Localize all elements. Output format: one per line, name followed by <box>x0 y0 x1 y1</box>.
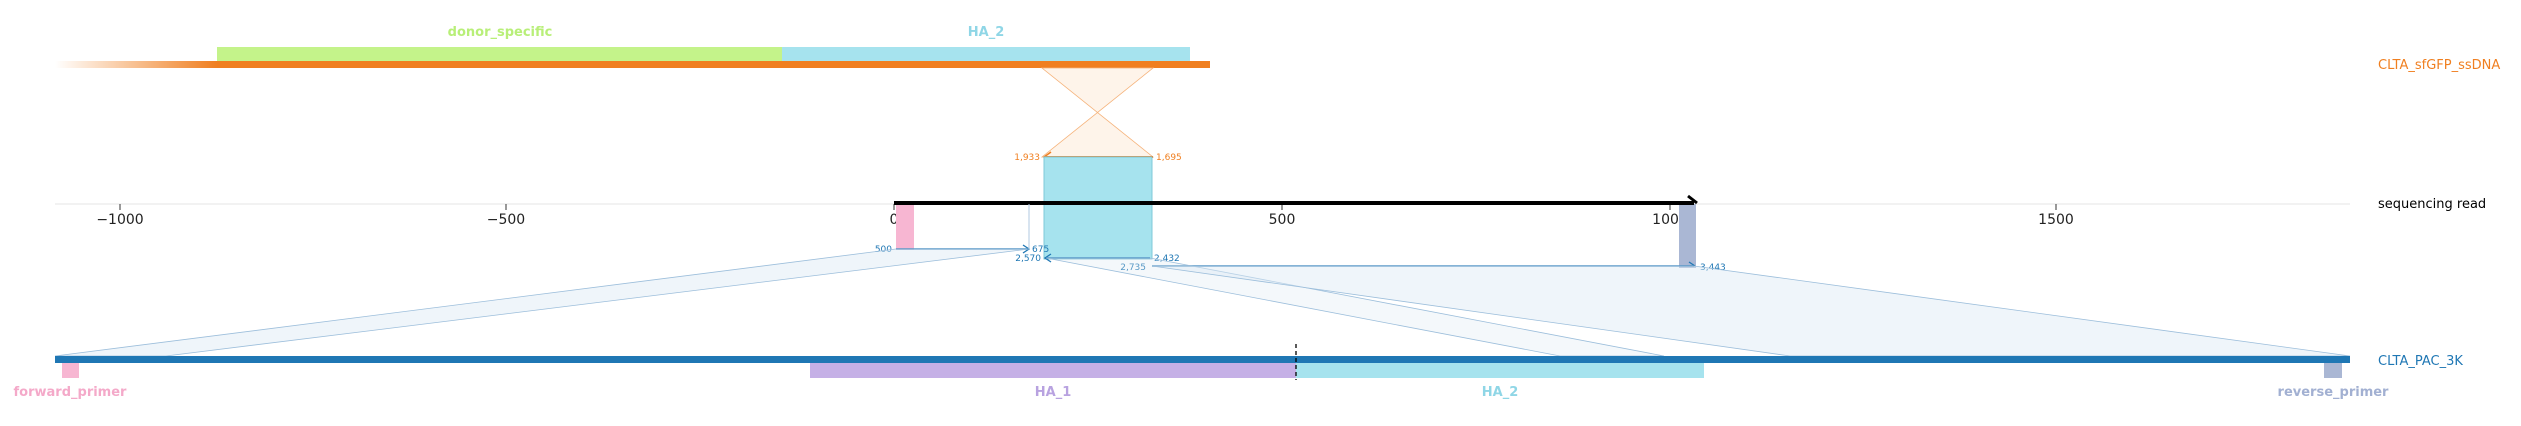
projection-a <box>54 248 1030 357</box>
bottom-coord-a2: 675 <box>1032 245 1049 255</box>
bottom-reference-bar <box>55 356 2350 363</box>
reverse-primer-feature <box>2324 363 2342 378</box>
bottom-ha2-label: HA_2 <box>1482 385 1519 400</box>
top-reference-fade <box>55 61 217 68</box>
top-reference-name: CLTA_sfGFP_ssDNA <box>2378 58 2500 73</box>
axis-tick-label: 1000 <box>1652 212 1688 228</box>
bottom-coord-a1: 500 <box>875 245 892 255</box>
axis-tick-label: 1500 <box>2038 212 2074 228</box>
bottom-ha2-feature <box>1296 363 1704 378</box>
bottom-coord-b2: 2,432 <box>1154 254 1180 264</box>
ha1-feature <box>810 363 1296 378</box>
axis-tick-label: −1000 <box>96 212 143 228</box>
forward-primer-label: forward_primer <box>14 385 128 400</box>
bottom-segment-b-arrowhead <box>1043 253 1052 263</box>
bottom-coord-b1: 2,570 <box>1015 254 1041 264</box>
top-ha2-feature <box>782 47 1190 61</box>
axis-tick-label: −500 <box>487 212 525 228</box>
axis-tick-label: 500 <box>1269 212 1296 228</box>
top-coord-right: 1,695 <box>1156 153 1182 163</box>
read-arrowhead <box>1687 194 1698 205</box>
donor-specific-feature <box>217 47 782 61</box>
forward-primer-feature <box>62 363 79 378</box>
ha1-label: HA_1 <box>1035 385 1072 400</box>
read-ha2-match <box>1043 156 1153 260</box>
read-forward-primer-block <box>896 204 914 250</box>
donor-specific-label: donor_specific <box>448 25 553 40</box>
top-reference-bar <box>217 61 1210 68</box>
bottom-coord-c2: 3,443 <box>1700 263 1726 273</box>
reverse-primer-label: reverse_primer <box>2278 385 2390 400</box>
bottom-coord-c1: 2,735 <box>1120 263 1146 273</box>
top-coord-left: 1,933 <box>1014 153 1040 163</box>
axis-tick-label: 0 <box>890 212 899 228</box>
read-name: sequencing read <box>2378 197 2486 212</box>
bottom-segment-c-arrowhead <box>1688 261 1696 267</box>
bottom-reference-name: CLTA_PAC_3K <box>2378 354 2463 369</box>
top-ha2-label: HA_2 <box>968 25 1005 40</box>
top-alignment-hourglass <box>1040 67 1155 158</box>
read-reverse-primer-block <box>1679 204 1696 268</box>
